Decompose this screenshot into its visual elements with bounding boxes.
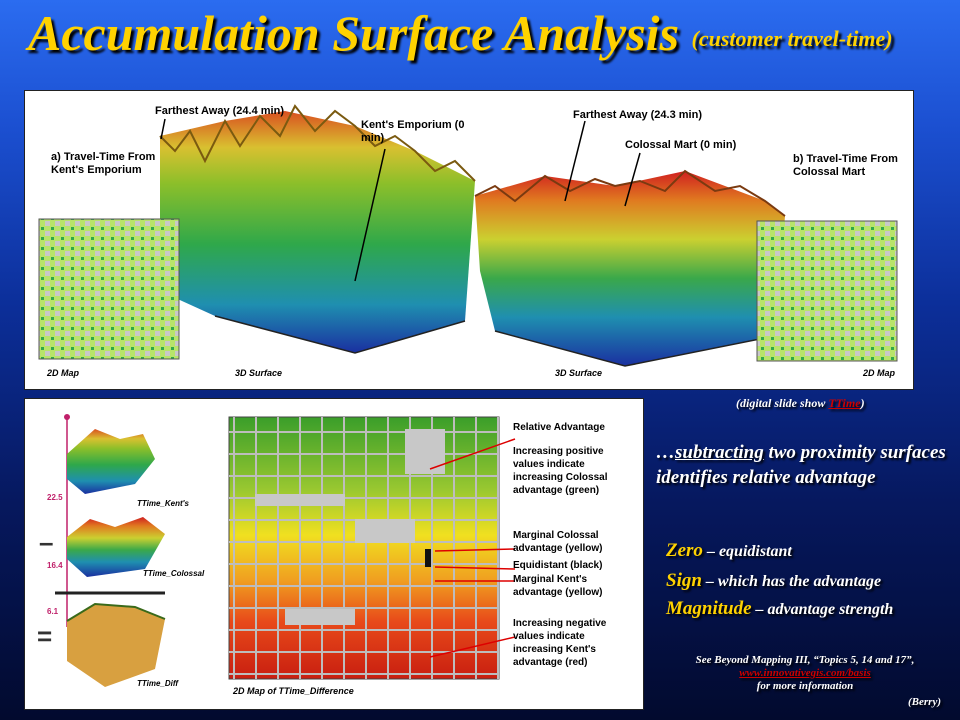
minus-sign: – [39,527,54,557]
point-magnitude: Magnitude – advantage strength [666,598,894,619]
legend-item-red: Increasing negative values indicate incr… [513,618,607,668]
reference-note: See Beyond Mapping III, “Topics 5, 14 an… [660,654,950,693]
point-zero: Zero – equidistant [666,540,792,561]
title-sub: (customer travel-time) [691,26,893,51]
surface-label-kents: TTime_Kent's [137,499,189,508]
surface-label-diff: TTime_Diff [137,679,179,688]
equals-sign: = [37,621,53,651]
slide-title: Accumulation Surface Analysis (customer … [28,6,958,66]
digital-slide-note: (digital slide show TTime) [736,396,865,410]
legend-item-kents-yellow: Marginal Kent's advantage (yellow) [513,574,603,598]
store-kents: Kent's Emporium (0 min) [361,119,465,144]
axis-value-2: 6.1 [47,607,59,616]
store-colossal: Colossal Mart (0 min) [625,139,737,151]
travel-time-figure: a) Travel-Time From Kent's Emporium b) T… [24,90,914,390]
surface-diff [67,604,165,687]
legend-item-equidistant: Equidistant (black) [513,560,603,571]
label-a: a) Travel-Time From Kent's Emporium [51,151,156,176]
surface-colossal [67,517,165,577]
farthest-away-a: Farthest Away (24.4 min) [155,105,284,117]
caption-3d-left: 3D Surface [235,368,283,378]
legend-item-colossal-yellow: Marginal Colossal advantage (yellow) [513,530,603,554]
surface-kents [67,429,155,494]
label-b: b) Travel-Time From Colossal Mart [793,153,898,178]
credit: (Berry) [908,696,941,708]
caption-3d-right: 3D Surface [555,368,603,378]
map-2d-kents [38,218,180,360]
legend-title: Relative Advantage [513,422,605,433]
relative-advantage-graphic [55,414,516,687]
main-statement: …subtracting two proximity surfaces iden… [656,442,946,488]
caption-2d-right: 2D Map [863,368,896,378]
axis-value-0: 22.5 [47,493,63,502]
surface-3d-kents [160,111,475,353]
axis-value-1: 16.4 [47,561,63,570]
relative-advantage-figure: 22.5 16.4 6.1 TTime_Kent's TTime_Colossa… [24,398,644,710]
travel-time-graphic [38,104,898,367]
reference-link[interactable]: www.innovativegis.com/basis [739,667,871,679]
caption-2d-left: 2D Map [47,368,80,378]
farthest-away-b: Farthest Away (24.3 min) [573,109,702,121]
map-caption: 2D Map of TTime_Difference [233,686,354,696]
ttime-link[interactable]: TTime [828,396,861,410]
map-2d-colossal [756,220,898,362]
point-sign: Sign – which has the advantage [666,570,882,591]
title-main: Accumulation Surface Analysis [28,5,680,61]
surface-3d-colossal [475,171,785,366]
surface-label-colossal: TTime_Colossal [143,569,205,578]
legend-item-green: Increasing positive values indicate incr… [513,446,608,496]
